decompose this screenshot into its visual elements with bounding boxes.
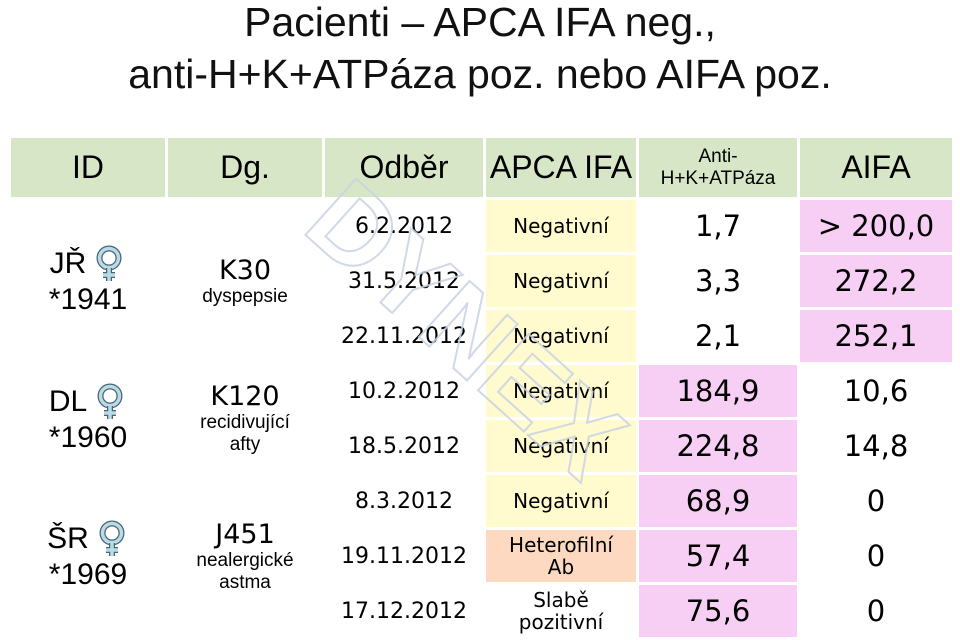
diagnosis-description: nealergické: [196, 549, 294, 571]
apca-result: Negativní: [486, 310, 636, 362]
sample-date: 22.11.2012: [325, 310, 483, 362]
aifa-value: 14,8: [800, 420, 952, 472]
sample-date: 6.2.2012: [325, 200, 483, 252]
diagnosis-code: K30: [218, 254, 272, 286]
anti-atpaza-value: 224,8: [639, 420, 797, 472]
title-line-1: Pacienti – APCA IFA neg.,: [244, 0, 716, 45]
table-row: 31.5.2012 Negativní 3,3 272,2: [11, 255, 952, 307]
anti-atpaza-value: 2,1: [639, 310, 797, 362]
header-apca: APCA IFA: [486, 138, 636, 197]
table-header-row: ID Dg. Odběr APCA IFA Anti- H+K+ATPáza A…: [11, 138, 952, 197]
diagnosis-code: K120: [210, 381, 280, 412]
diagnosis-cell: J451 nealergické astma: [168, 475, 322, 637]
aifa-value: 10,6: [800, 365, 952, 417]
diagnosis-cell: K30 dyspepsie: [168, 200, 322, 362]
anti-atpaza-value: 57,4: [639, 530, 797, 582]
anti-atpaza-value: 3,3: [639, 255, 797, 307]
header-anti-atpaza: Anti- H+K+ATPáza: [639, 138, 797, 197]
apca-result-line2: pozitivní: [518, 610, 604, 634]
sample-date: 18.5.2012: [325, 420, 483, 472]
diagnosis-code: J451: [215, 518, 275, 550]
table-row: 18.5.2012 Negativní 224,8 14,8: [11, 420, 952, 472]
apca-result: Heterofilní Ab: [486, 530, 636, 582]
female-symbol-icon: [99, 520, 125, 556]
patient-id-cell: DL *1960: [11, 365, 165, 472]
anti-atpaza-value: 68,9: [639, 475, 797, 527]
table-row: 22.11.2012 Negativní 2,1 252,1: [11, 310, 952, 362]
apca-result-line2: Ab: [547, 555, 575, 579]
apca-result: Negativní: [486, 475, 636, 527]
header-dg: Dg.: [168, 138, 322, 197]
female-symbol-icon: [97, 383, 123, 419]
aifa-value: 272,2: [800, 255, 952, 307]
anti-atpaza-value: 75,6: [639, 585, 797, 637]
aifa-value: 0: [800, 585, 952, 637]
anti-atpaza-value: 184,9: [639, 365, 797, 417]
apca-result: Negativní: [486, 365, 636, 417]
diagnosis-description-2: afty: [229, 434, 261, 455]
diagnosis-description: dyspepsie: [202, 285, 288, 307]
header-odber: Odběr: [325, 138, 483, 197]
patient-id-cell: ŠR *1969: [11, 475, 165, 637]
apca-result: Negativní: [486, 200, 636, 252]
apca-result-line1: Slabě: [533, 588, 589, 612]
sample-date: 8.3.2012: [325, 475, 483, 527]
title-line-2: anti-H+K+ATPáza poz. nebo AIFA poz.: [128, 51, 832, 97]
patient-birth-year: *1969: [48, 558, 128, 591]
header-aifa: AIFA: [800, 138, 952, 197]
patient-initials: JŘ: [49, 247, 87, 280]
diagnosis-cell: K120 recidivující afty: [168, 365, 322, 472]
patient-birth-year: *1941: [48, 283, 128, 316]
header-anti-line1: Anti-: [698, 145, 738, 167]
sample-date: 19.11.2012: [325, 530, 483, 582]
apca-result-line1: Heterofilní: [509, 533, 613, 557]
patient-birth-year: *1960: [48, 420, 128, 454]
sample-date: 31.5.2012: [325, 255, 483, 307]
sample-date: 17.12.2012: [325, 585, 483, 637]
header-anti-line2: H+K+ATPáza: [660, 167, 776, 189]
table-row: DL *1960 K120 recidivující afty 10.2.201…: [11, 365, 952, 472]
apca-result: Negativní: [486, 255, 636, 307]
diagnosis-description-2: astma: [219, 571, 271, 593]
anti-atpaza-value: 1,7: [639, 200, 797, 252]
diagnosis-description: recidivující: [200, 412, 290, 433]
table-row: JŘ *1941 K30 dyspepsie 6.2.2012 Negativn…: [11, 200, 952, 362]
aifa-value: 0: [800, 475, 952, 527]
female-symbol-icon: [96, 245, 122, 281]
aifa-value: 0: [800, 530, 952, 582]
patient-id-cell: JŘ *1941: [11, 200, 165, 362]
patient-initials: ŠR: [47, 522, 89, 555]
table-row: ŠR *1969 J451 nealergické astma 8.3.2012…: [11, 475, 952, 637]
aifa-value: 252,1: [800, 310, 952, 362]
patient-initials: DL: [48, 384, 88, 418]
table-row: 19.11.2012 Heterofilní Ab 57,4 0: [11, 530, 952, 582]
patients-table: ID Dg. Odběr APCA IFA Anti- H+K+ATPáza A…: [8, 135, 955, 640]
apca-result: Slabě pozitivní: [486, 585, 636, 637]
table-row: 17.12.2012 Slabě pozitivní 75,6 0: [11, 585, 952, 637]
header-id: ID: [11, 138, 165, 197]
aifa-value: > 200,0: [800, 200, 952, 252]
apca-result: Negativní: [486, 420, 636, 472]
sample-date: 10.2.2012: [325, 365, 483, 417]
